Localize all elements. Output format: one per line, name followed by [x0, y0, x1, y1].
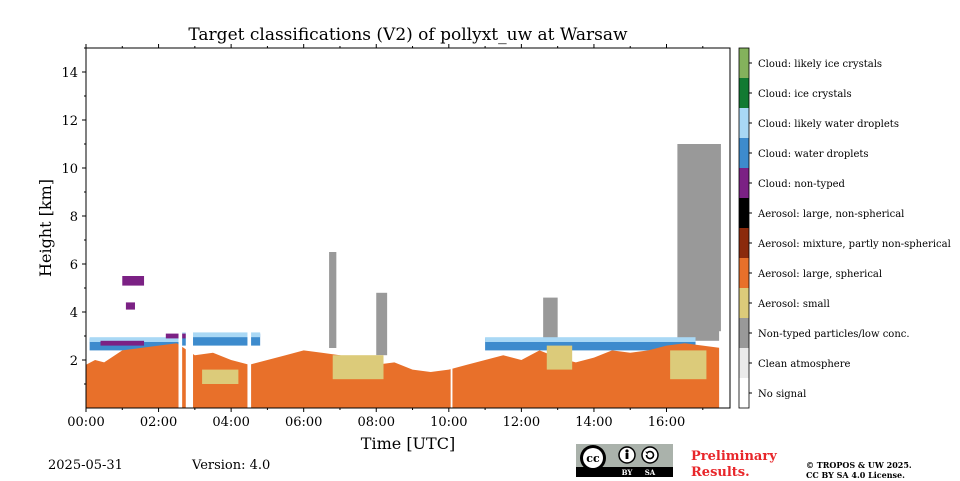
legend-swatch: [739, 78, 749, 108]
x-tick-label: 16:00: [648, 415, 685, 430]
date-label: 2025-05-31: [48, 458, 123, 473]
non-typed-cloud-patch: [125, 302, 135, 310]
legend-swatch: [739, 48, 749, 78]
x-tick-label: 00:00: [67, 415, 104, 430]
axes: 00:00 02:00 04:00 06:00 08:00 10:00 12:00 14:00…: [36, 44, 731, 453]
y-tick-label: 10: [61, 162, 78, 177]
legend-label: Cloud: likely water droplets: [758, 119, 899, 130]
legend-swatch: [739, 168, 749, 198]
version-label: Version: 4.0: [192, 458, 271, 473]
y-tick-label: 4: [70, 306, 78, 321]
x-tick-label: 04:00: [212, 415, 249, 430]
legend-label: Aerosol: large, spherical: [757, 269, 882, 280]
aerosol-small-patch: [670, 350, 707, 380]
y-tick-label: 2: [70, 354, 78, 369]
legend-swatch: [739, 228, 749, 258]
cc-badge-by-text: BY: [622, 468, 634, 477]
legend-label: Aerosol: large, non-spherical: [757, 209, 904, 220]
likely-water-cloud-layer: [180, 332, 261, 338]
cc-badge-sa-text: SA: [645, 468, 656, 477]
legend-swatch: [739, 198, 749, 228]
aerosol-small-patch: [546, 345, 573, 370]
non-typed-particles-column: [543, 297, 558, 348]
aerosol-small-patch: [332, 355, 384, 380]
legend-label: Cloud: likely ice crystals: [758, 59, 882, 70]
legend-swatch: [739, 318, 749, 348]
legend-swatch: [739, 138, 749, 168]
y-tick-label: 6: [70, 258, 78, 273]
no-signal-gap: [719, 331, 725, 408]
likely-water-cloud-layer: [89, 337, 181, 342]
legend-label: Cloud: water droplets: [758, 149, 869, 160]
legend-label: Non-typed particles/low conc.: [758, 329, 910, 340]
legend-label: Cloud: ice crystals: [758, 89, 852, 100]
no-signal-gap: [185, 331, 194, 408]
y-axis-label: Height [km]: [36, 179, 55, 277]
x-tick-label: 14:00: [575, 415, 612, 430]
x-tick-label: 12:00: [503, 415, 540, 430]
copyright-line2: CC BY SA 4.0 License.: [806, 470, 905, 480]
sa-icon: [641, 446, 659, 464]
legend-label: Cloud: non-typed: [758, 179, 846, 190]
preliminary-line2: Results.: [691, 465, 750, 480]
y-tick-label: 14: [61, 66, 78, 81]
legend-swatch: [739, 378, 749, 408]
plot-frame: [85, 47, 731, 409]
plot-area: [86, 48, 730, 408]
chart-title: Target classifications (V2) of pollyxt_u…: [188, 25, 628, 45]
preliminary-line1: Preliminary: [691, 449, 777, 464]
no-signal-gap: [247, 331, 252, 408]
copyright-line1: © TROPOS & UW 2025.: [806, 460, 912, 470]
x-axis-label: Time [UTC]: [361, 434, 455, 453]
cc-logo-inner: [583, 448, 603, 468]
copyright-note: © TROPOS & UW 2025. CC BY SA 4.0 License…: [806, 460, 912, 480]
legend-swatch: [739, 258, 749, 288]
legend-label: Clean atmosphere: [758, 359, 851, 370]
y-tick-label: 8: [70, 210, 78, 225]
non-typed-particles-column: [329, 252, 337, 348]
x-tick-label: 08:00: [358, 415, 395, 430]
likely-water-cloud-layer: [485, 337, 696, 342]
aerosol-small-patch: [202, 369, 239, 384]
x-tick-label: 06:00: [285, 415, 322, 430]
x-tick-label: 10:00: [430, 415, 467, 430]
x-tick-label: 02:00: [140, 415, 177, 430]
non-typed-cloud-patch: [122, 276, 145, 286]
legend-swatch: [739, 108, 749, 138]
non-typed-particles-column: [376, 292, 388, 356]
non-typed-cloud-patch: [165, 333, 188, 339]
cc-badge-footer: [576, 467, 673, 477]
cc-logo-text: cc: [586, 452, 600, 465]
no-signal-gap: [178, 331, 183, 408]
legend-swatch: [739, 288, 749, 318]
y-tick-label: 12: [61, 114, 78, 129]
legend-label: No signal: [758, 389, 806, 400]
non-typed-cloud-patch: [100, 340, 145, 346]
non-typed-particles-column: [677, 144, 721, 341]
preliminary-results-note: Preliminary Results.: [691, 449, 777, 481]
legend: Cloud: likely ice crystals Cloud: ice cry…: [738, 47, 951, 409]
no-signal-gap: [450, 331, 453, 408]
legend-label: Aerosol: mixture, partly non-spherical: [757, 239, 951, 250]
legend-frame: [738, 47, 750, 409]
cc-by-sa-badge: cc BY SA: [576, 444, 673, 477]
legend-label: Aerosol: small: [757, 299, 830, 310]
legend-swatch: [739, 348, 749, 378]
